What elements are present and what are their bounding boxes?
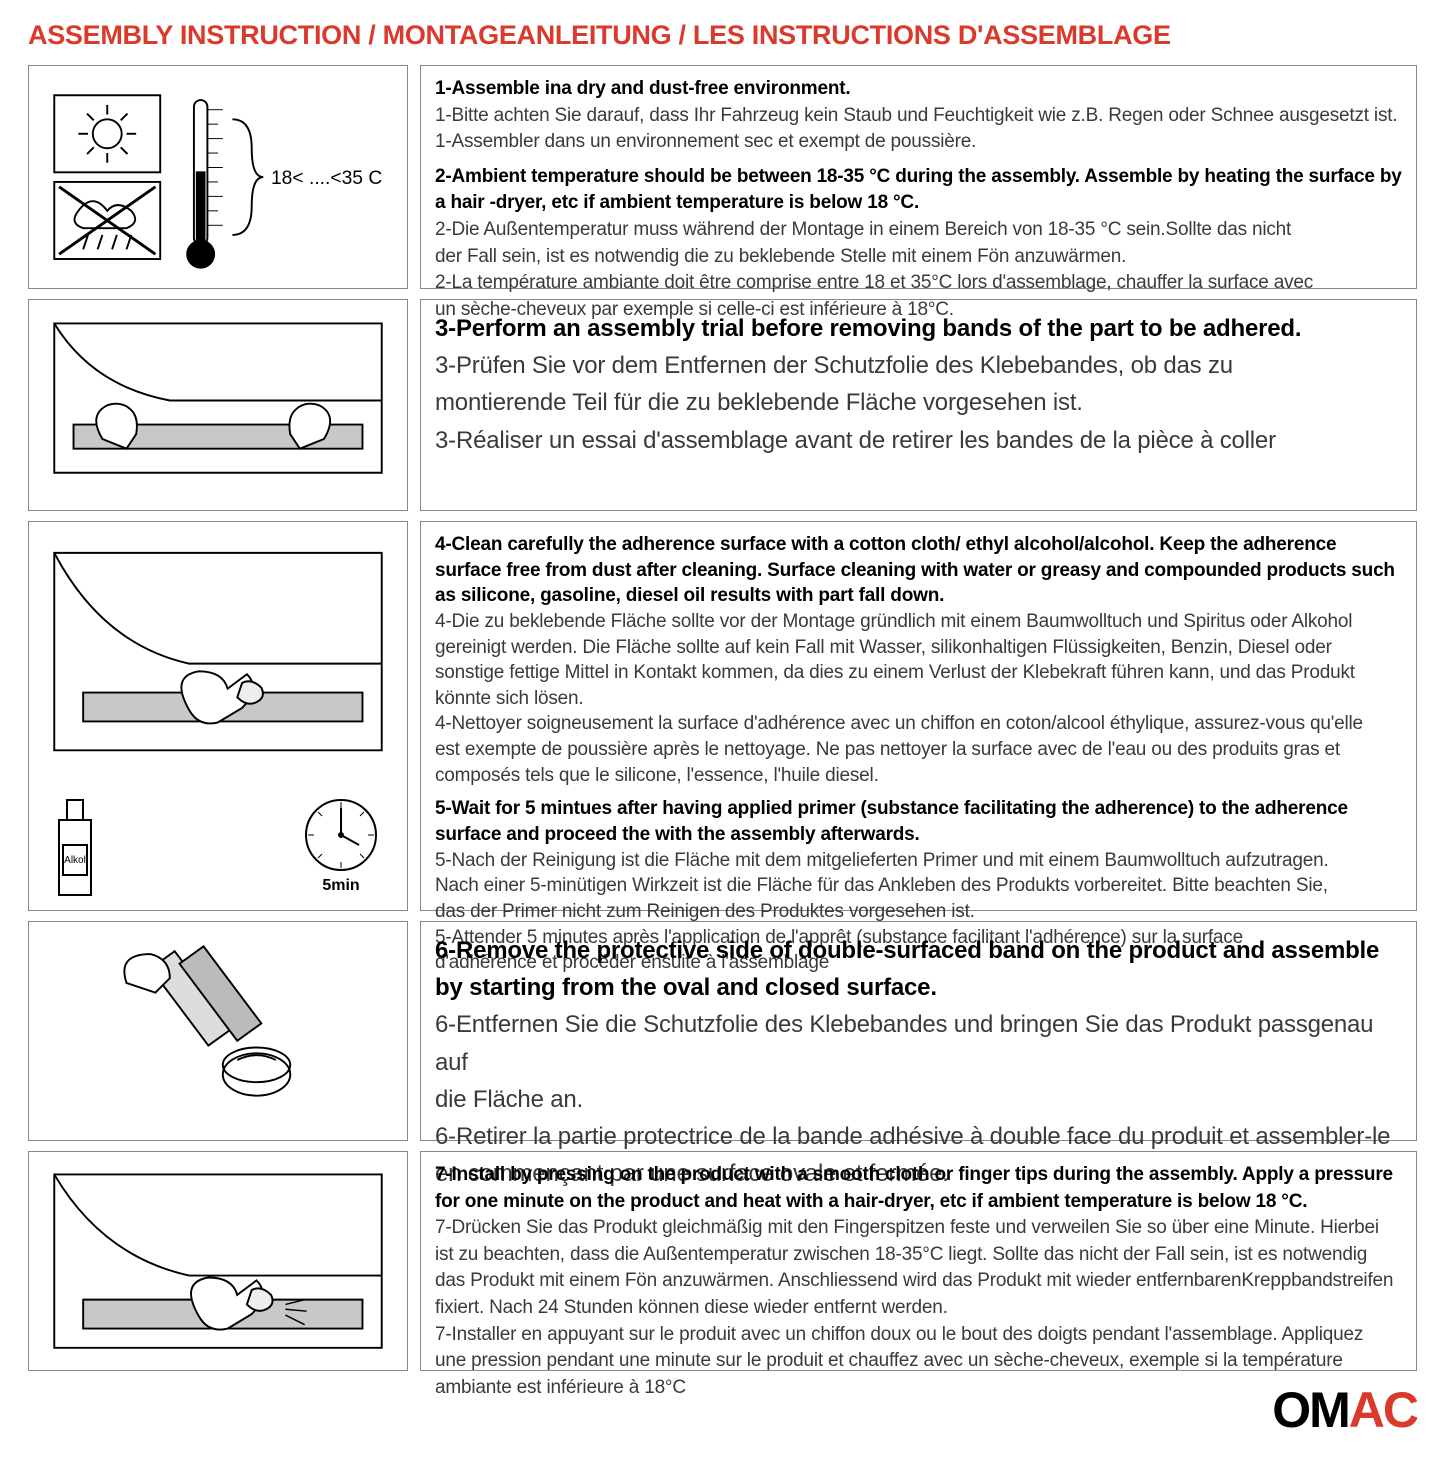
alcohol-bottle-icon: Alkol [45,790,105,900]
step2-fr-1: 2-La température ambiante doit être comp… [435,272,1313,293]
step3-de-2: montierende Teil für die zu beklebende F… [435,389,1083,416]
logo-part-2: AC [1349,1382,1417,1438]
step7-en: 7-Install by pressing on the product wit… [435,1164,1393,1212]
svg-text:18< ....<35 C: 18< ....<35 C [271,168,382,189]
figure-1: 18< ....<35 C [28,65,408,289]
step-row-3: Alkol [28,521,1417,911]
environment-icon: 18< ....<35 C [35,76,401,278]
sill-clean-icon [35,528,401,780]
timer-icon: 5min [301,790,391,900]
step5-en: 5-Wait for 5 mintues after having applie… [435,798,1348,845]
step-row-1: 18< ....<35 C 1-Assemble ina dry and dus… [28,65,1417,289]
peel-tape-icon [35,930,401,1132]
text-3: 4-Clean carefully the adherence surface … [420,521,1417,911]
step3-fr: 3-Réaliser un essai d'assemblage avant d… [435,427,1276,454]
step2-de-2: der Fall sein, ist es notwendig die zu b… [435,246,1126,267]
step4-en: 4-Clean carefully the adherence surface … [435,534,1395,606]
sill-press-icon [35,1160,401,1362]
step3-de-1: 3-Prüfen Sie vor dem Entfernen der Schut… [435,352,1233,379]
step-row-5: 7-Install by pressing on the product wit… [28,1151,1417,1371]
page-title: ASSEMBLY INSTRUCTION / MONTAGEANLEITUNG … [28,20,1417,51]
step1-en: 1-Assemble ina dry and dust-free environ… [435,78,850,99]
figure-3: Alkol [28,521,408,911]
step3-en: 3-Perform an assembly trial before remov… [435,315,1301,342]
text-1: 1-Assemble ina dry and dust-free environ… [420,65,1417,289]
step2-de-1: 2-Die Außentemperatur muss während der M… [435,219,1291,240]
logo-part-1: OM [1272,1382,1349,1438]
step2-en: 2-Ambient temperature should be between … [435,166,1402,214]
step6-en: 6-Remove the protective side of double-s… [435,937,1379,1001]
step-row-4: 6-Remove the protective side of double-s… [28,921,1417,1141]
text-2: 3-Perform an assembly trial before remov… [420,299,1417,511]
step1-fr: 1-Assembler dans un environnement sec et… [435,131,976,152]
text-4: 6-Remove the protective side of double-s… [420,921,1417,1141]
text-5: 7-Install by pressing on the product wit… [420,1151,1417,1371]
step-row-2: 3-Perform an assembly trial before remov… [28,299,1417,511]
figure-4 [28,921,408,1141]
figure-5 [28,1151,408,1371]
svg-text:5min: 5min [322,877,359,894]
sill-trial-icon [35,309,401,502]
svg-text:Alkol: Alkol [64,855,86,866]
figure-2 [28,299,408,511]
step1-de: 1-Bitte achten Sie darauf, dass Ihr Fahr… [435,105,1397,126]
